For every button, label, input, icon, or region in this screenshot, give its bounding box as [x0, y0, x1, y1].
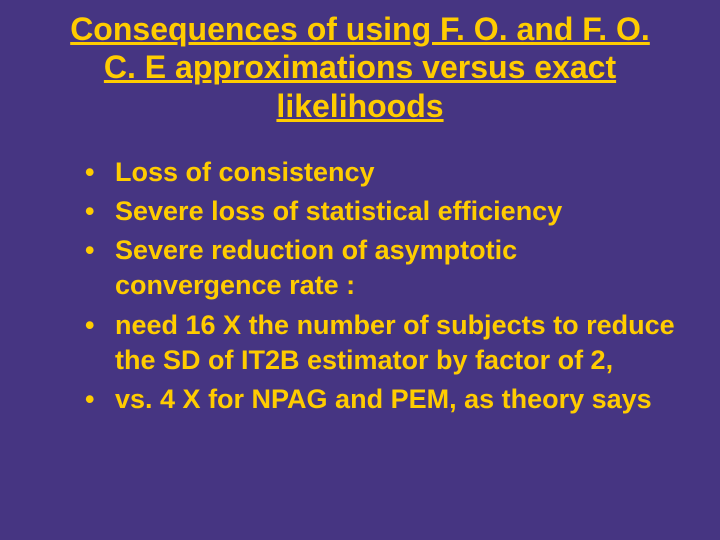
slide-container: Consequences of using F. O. and F. O. C.… [0, 0, 720, 540]
slide-title: Consequences of using F. O. and F. O. C.… [30, 10, 690, 125]
bullet-list: Loss of consistency Severe loss of stati… [30, 155, 690, 417]
list-item: Loss of consistency [85, 155, 690, 190]
list-item: Severe loss of statistical efficiency [85, 194, 690, 229]
list-item: need 16 X the number of subjects to redu… [85, 308, 690, 378]
list-item: vs. 4 X for NPAG and PEM, as theory says [85, 382, 690, 417]
list-item: Severe reduction of asymptotic convergen… [85, 233, 690, 303]
